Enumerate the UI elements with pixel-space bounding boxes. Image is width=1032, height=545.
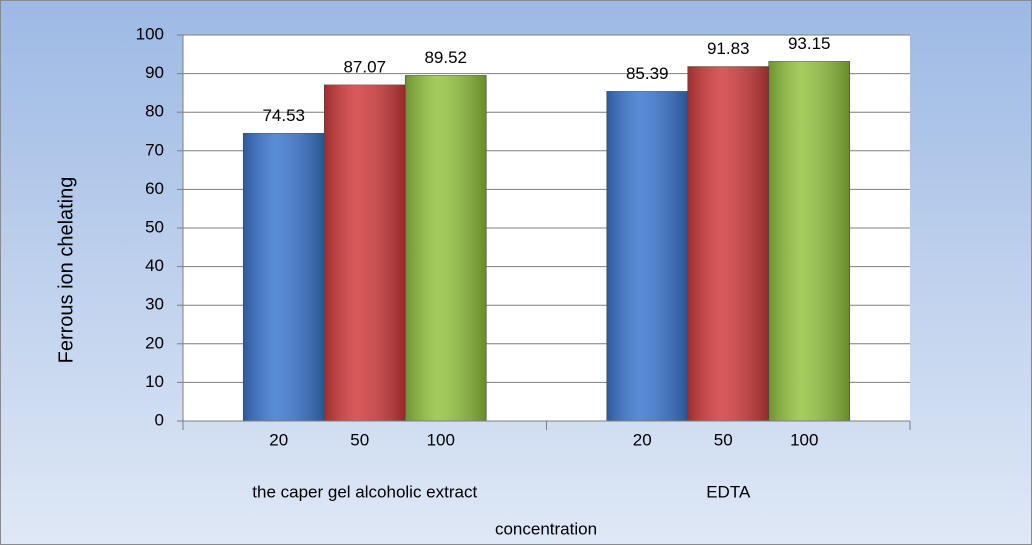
y-tick-label: 20 bbox=[145, 333, 164, 352]
data-label: 87.07 bbox=[343, 57, 386, 76]
y-tick-label: 40 bbox=[145, 256, 164, 275]
series-label: 100 bbox=[790, 430, 818, 449]
series-label: 20 bbox=[269, 430, 288, 449]
y-tick-label: 30 bbox=[145, 295, 164, 314]
bar bbox=[242, 133, 325, 422]
y-tick-label: 70 bbox=[145, 140, 164, 159]
data-label: 74.53 bbox=[262, 106, 305, 125]
y-tick-label: 100 bbox=[136, 24, 164, 43]
y-tick-label: 80 bbox=[145, 102, 164, 121]
x-axis-label: concentration bbox=[495, 519, 597, 538]
data-label: 89.52 bbox=[424, 48, 467, 67]
bar bbox=[768, 61, 851, 422]
data-label: 93.15 bbox=[788, 34, 831, 53]
category-label: EDTA bbox=[706, 482, 751, 501]
series-label: 50 bbox=[714, 430, 733, 449]
data-label: 85.39 bbox=[626, 64, 669, 83]
data-label: 91.83 bbox=[707, 39, 750, 58]
y-tick-label: 50 bbox=[145, 217, 164, 236]
category-label: the caper gel alcoholic extract bbox=[252, 482, 477, 501]
series-label: 20 bbox=[633, 430, 652, 449]
y-tick-label: 90 bbox=[145, 63, 164, 82]
bar bbox=[323, 84, 406, 422]
y-tick-label: 60 bbox=[145, 179, 164, 198]
series-label: 100 bbox=[427, 430, 455, 449]
bar bbox=[687, 66, 770, 422]
bar bbox=[404, 75, 487, 422]
series-label: 50 bbox=[350, 430, 369, 449]
bar bbox=[606, 91, 689, 422]
y-tick-label: 0 bbox=[155, 410, 164, 429]
y-tick-label: 10 bbox=[145, 372, 164, 391]
y-axis-label: Ferrous ion chelating bbox=[55, 177, 77, 364]
